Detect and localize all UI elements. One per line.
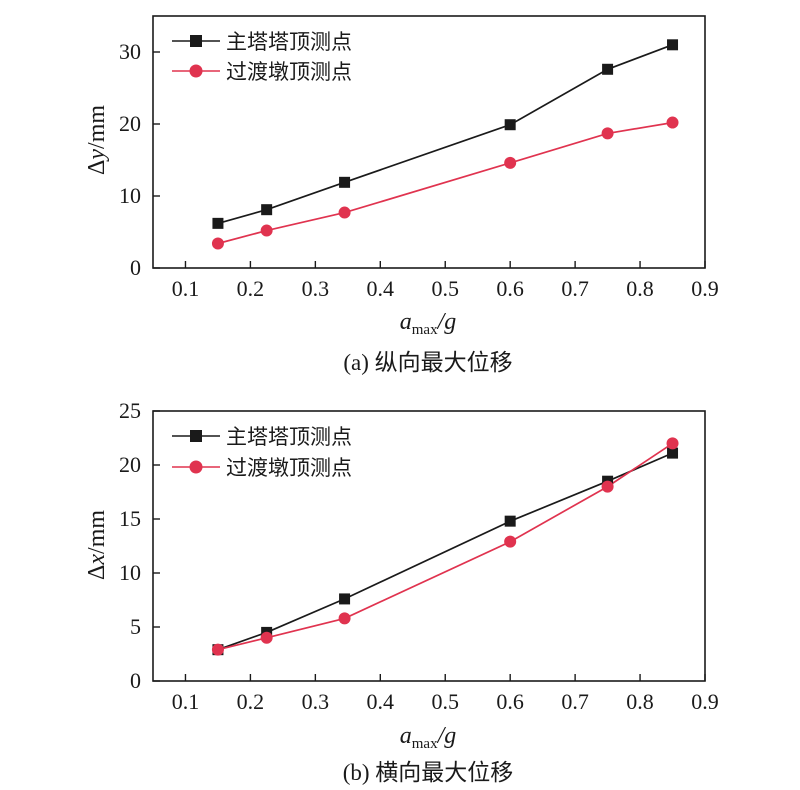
chart-a-caption: (a) 纵向最大位移 <box>343 350 512 375</box>
y-tick-label: 20 <box>119 111 141 136</box>
data-point-circle <box>601 127 614 140</box>
x-tick-label: 0.5 <box>431 276 459 301</box>
x-tick-label: 0.3 <box>302 276 330 301</box>
legend-entry-series-1: 主塔塔顶测点 <box>172 30 352 54</box>
legend-entry-series-1: 主塔塔顶测点 <box>172 425 352 449</box>
legend-entry-series-2: 过渡墩顶测点 <box>172 60 352 84</box>
data-point-square <box>339 593 351 605</box>
data-point-circle <box>338 206 351 219</box>
y-tick-label: 15 <box>119 506 141 531</box>
x-tick-label: 0.2 <box>237 276 265 301</box>
x-tick-label: 0.7 <box>561 276 589 301</box>
y-axis-delta-symbol: Δ <box>84 565 110 580</box>
x-axis-tail: /g <box>436 723 457 749</box>
data-point-circle <box>666 116 679 129</box>
series-line-2 <box>217 121 673 245</box>
data-point-circle <box>338 612 351 625</box>
data-point-square <box>212 217 224 229</box>
chart-b-legend: 主塔塔顶测点 过渡墩顶测点 <box>172 425 352 480</box>
y-tick-label: 30 <box>119 39 141 64</box>
legend-label-series-1: 主塔塔顶测点 <box>226 425 352 449</box>
y-tick-label: 25 <box>119 398 141 423</box>
data-point-square <box>504 515 516 527</box>
x-tick-label: 0.9 <box>691 689 719 714</box>
x-axis-subscript: max <box>412 736 438 752</box>
x-axis-main: a <box>400 723 412 749</box>
legend-label-series-1: 主塔塔顶测点 <box>226 30 352 54</box>
data-point-square <box>667 447 679 459</box>
series-line-2 <box>217 442 673 651</box>
data-point-square <box>667 39 679 51</box>
legend-circle-marker-icon <box>189 64 203 78</box>
data-point-circle <box>601 480 614 493</box>
x-axis-main: a <box>400 309 412 335</box>
x-tick-label: 0.1 <box>172 689 200 714</box>
x-tick-label: 0.2 <box>237 689 265 714</box>
chart-b-plot-frame <box>152 410 706 682</box>
chart-b-caption: (b) 横向最大位移 <box>343 760 514 785</box>
data-point-circle <box>666 437 679 450</box>
x-axis-subscript: max <box>412 322 438 338</box>
x-axis-tail: /g <box>436 309 457 335</box>
data-point-circle <box>260 631 273 644</box>
data-point-circle <box>211 237 224 250</box>
x-tick-label: 0.6 <box>496 689 524 714</box>
data-point-square <box>602 63 614 75</box>
chart-a-markers <box>211 39 679 250</box>
x-tick-label: 0.6 <box>496 276 524 301</box>
y-axis-delta-symbol: Δ <box>84 160 110 175</box>
y-tick-label: 0 <box>130 255 141 280</box>
x-tick-label: 0.3 <box>302 689 330 714</box>
legend-entry-series-2: 过渡墩顶测点 <box>172 456 352 480</box>
chart-a-series-lines <box>217 44 673 245</box>
chart-b-ticks: 0.1 0.2 0.3 0.4 0.5 0.6 0.7 0.8 0.9 0 5 10 15 20 25 <box>119 398 719 714</box>
chart-a-y-axis-label: Δy/mm <box>84 105 110 175</box>
y-axis-unit: /mm <box>84 510 110 554</box>
chart-longitudinal: 0.1 0.2 0.3 0.4 0.5 0.6 0.7 0.8 0.9 0 10 20 30 主塔塔顶测… <box>84 15 719 375</box>
legend-label-series-2: 过渡墩顶测点 <box>226 60 352 84</box>
data-point-circle <box>504 535 517 548</box>
data-point-square <box>339 176 351 188</box>
data-point-square <box>504 119 516 131</box>
x-tick-label: 0.8 <box>626 276 654 301</box>
y-tick-label: 20 <box>119 452 141 477</box>
chart-b-markers <box>211 437 679 656</box>
legend-square-marker-icon <box>190 430 202 442</box>
x-tick-label: 0.4 <box>367 689 395 714</box>
data-point-square <box>261 204 273 216</box>
x-tick-label: 0.1 <box>172 276 200 301</box>
y-axis-variable: y <box>84 149 110 162</box>
chart-b-x-axis-label: amax/g <box>400 723 457 752</box>
chart-transverse: 0.1 0.2 0.3 0.4 0.5 0.6 0.7 0.8 0.9 0 5 10 15 20 25 主塔… <box>84 398 719 785</box>
y-axis-variable: x <box>84 554 110 566</box>
chart-a-plot-frame <box>152 15 706 269</box>
chart-b-y-axis-label: Δx/mm <box>84 510 110 580</box>
data-point-circle <box>504 156 517 169</box>
x-tick-label: 0.8 <box>626 689 654 714</box>
legend-label-series-2: 过渡墩顶测点 <box>226 456 352 480</box>
y-tick-label: 5 <box>130 614 141 639</box>
legend-circle-marker-icon <box>189 460 203 474</box>
series-line-1 <box>217 452 673 651</box>
y-tick-label: 0 <box>130 668 141 693</box>
data-point-circle <box>260 224 273 237</box>
x-tick-label: 0.5 <box>431 689 459 714</box>
x-tick-label: 0.7 <box>561 689 589 714</box>
data-point-circle <box>211 643 224 656</box>
y-tick-label: 10 <box>119 560 141 585</box>
x-tick-label: 0.9 <box>691 276 719 301</box>
chart-a-x-axis-label: amax/g <box>400 309 457 338</box>
y-axis-unit: /mm <box>84 105 110 149</box>
series-line-1 <box>217 44 673 225</box>
legend-square-marker-icon <box>190 35 202 47</box>
x-tick-label: 0.4 <box>367 276 395 301</box>
chart-a-ticks: 0.1 0.2 0.3 0.4 0.5 0.6 0.7 0.8 0.9 0 10 20 30 <box>119 39 719 301</box>
chart-b-series-lines <box>217 442 673 651</box>
chart-a-legend: 主塔塔顶测点 过渡墩顶测点 <box>172 30 352 84</box>
y-tick-label: 10 <box>119 183 141 208</box>
